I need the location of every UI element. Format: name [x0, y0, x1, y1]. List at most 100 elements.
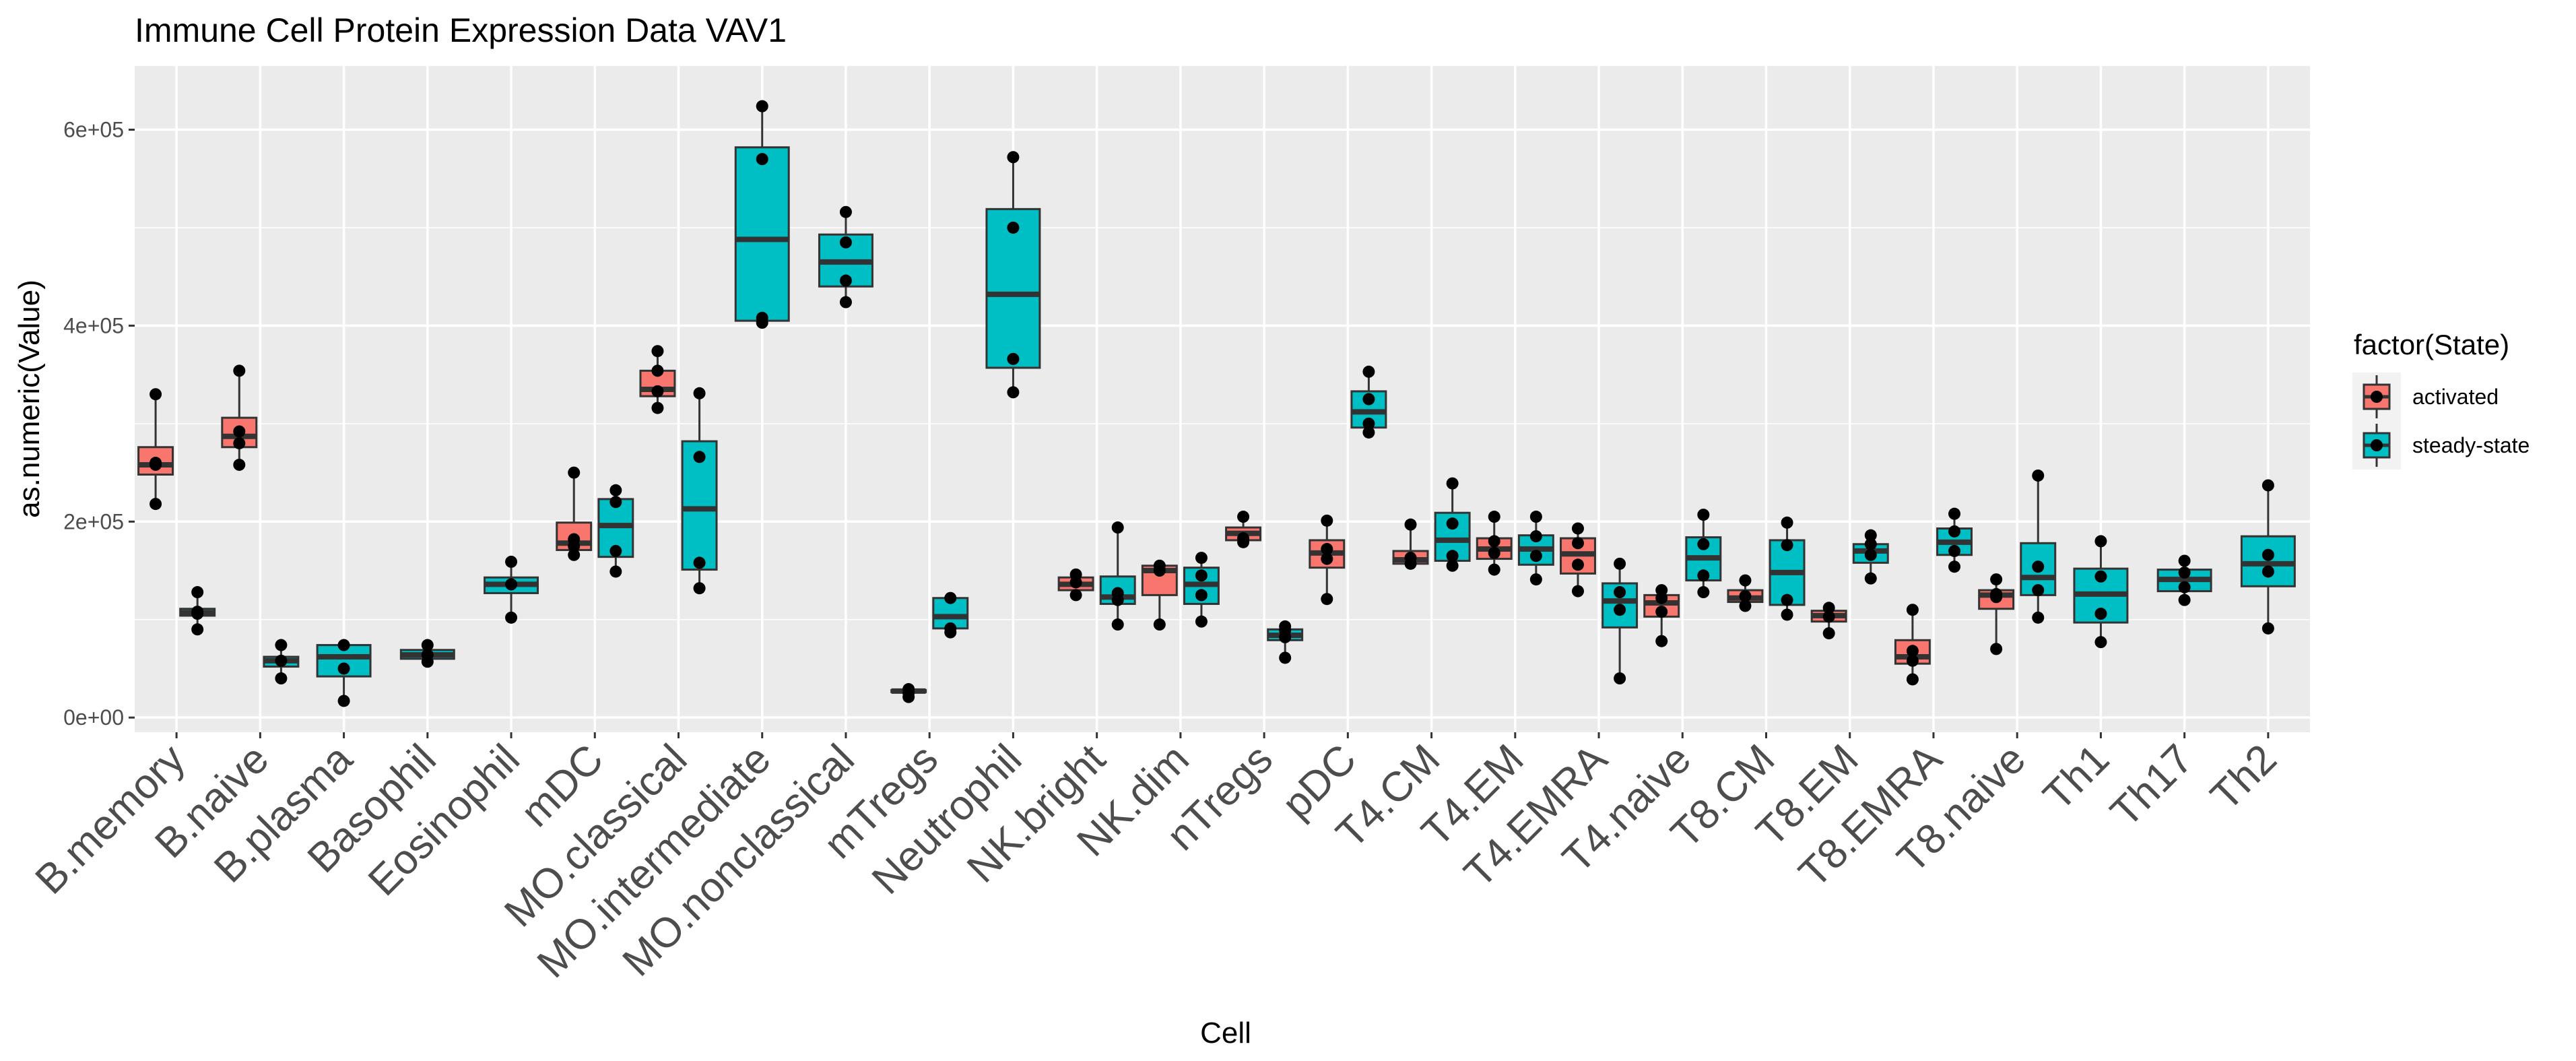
data-point: [1864, 538, 1877, 550]
data-point: [1739, 600, 1752, 612]
data-point: [1739, 574, 1752, 587]
data-point: [756, 311, 768, 324]
boxplot-pDC-steady-state: [1350, 365, 1387, 439]
data-point: [1321, 514, 1333, 527]
y-tick-label: 6e+05: [63, 118, 124, 142]
data-point: [609, 544, 622, 557]
data-point: [2178, 581, 2191, 593]
data-point: [2261, 622, 2274, 635]
y-axis-title: as.numeric(Value): [13, 280, 46, 518]
data-point: [1614, 672, 1626, 685]
data-point: [2032, 560, 2045, 573]
data-point: [2094, 636, 2107, 649]
data-point: [1864, 572, 1877, 585]
data-point: [1446, 477, 1459, 490]
boxplot-T8.EMRA-steady-state: [1936, 507, 1973, 573]
data-point: [839, 205, 852, 218]
x-tick-label: Th2: [2202, 736, 2285, 819]
data-point: [1655, 606, 1668, 618]
boxplot-B.plasma-steady-state: [316, 639, 372, 707]
data-point: [1111, 587, 1124, 600]
data-point: [1906, 673, 1919, 686]
data-point: [1362, 365, 1375, 378]
data-point: [337, 695, 350, 707]
box: [985, 207, 1041, 369]
data-point: [1237, 511, 1250, 523]
data-point: [1153, 618, 1166, 631]
data-point: [609, 484, 622, 496]
boxplot-pDC-activated: [1309, 514, 1346, 606]
data-point: [191, 586, 204, 599]
boxplot-NK.dim-activated: [1141, 559, 1178, 631]
data-point: [651, 385, 664, 397]
data-point: [191, 623, 204, 636]
data-point: [1906, 604, 1919, 616]
data-point: [505, 578, 518, 591]
boxplot-Neutrophil-steady-state: [985, 151, 1041, 399]
data-point: [1822, 627, 1835, 640]
data-point: [1488, 511, 1500, 523]
data-point: [1906, 645, 1919, 657]
legend-key-steady-state: [2352, 421, 2401, 470]
data-point: [1321, 593, 1333, 606]
data-point: [1279, 651, 1292, 664]
data-point: [1529, 550, 1542, 562]
y-axis: 0e+00 2e+05 4e+05 6e+05: [63, 118, 135, 730]
boxplot-NK.dim-steady-state: [1183, 552, 1220, 628]
data-point: [1614, 586, 1626, 599]
boxplot-nTregs-steady-state: [1267, 620, 1304, 664]
data-point: [1529, 573, 1542, 586]
y-tick-label: 0e+00: [63, 705, 124, 730]
boxplot-T4.CM-activated: [1392, 518, 1429, 570]
data-point: [1948, 560, 1961, 573]
data-point: [1781, 593, 1793, 606]
boxplot-Th2-steady-state: [2240, 479, 2296, 635]
data-point: [568, 548, 581, 561]
data-point: [1864, 548, 1877, 561]
boxplot-B.memory-steady-state: [179, 586, 216, 636]
boxplot-T4.CM-steady-state: [1434, 477, 1471, 572]
legend-label: steady-state: [2412, 433, 2530, 457]
data-point: [191, 606, 204, 618]
data-point: [1571, 537, 1584, 550]
data-point: [2032, 469, 2045, 482]
data-point: [1111, 618, 1124, 631]
panel-background: [135, 66, 2310, 732]
legend-key-point: [2371, 439, 2383, 451]
legend: factor(State) activated steady-state: [2352, 329, 2530, 470]
data-point: [1321, 552, 1333, 565]
data-point: [1990, 643, 2003, 655]
boxplot-T8.naive-activated: [1978, 573, 2015, 655]
data-point: [2094, 570, 2107, 583]
legend-key-point: [2371, 391, 2383, 403]
data-point: [1362, 417, 1375, 430]
data-point: [275, 672, 288, 685]
data-point: [275, 654, 288, 667]
boxplot-mDC-steady-state: [597, 484, 634, 578]
data-point: [1195, 552, 1208, 565]
x-axis: B.memoryB.naiveB.plasmaBasophilEosinophi…: [26, 732, 2286, 987]
boxplot-T4.EMRA-activated: [1560, 522, 1596, 598]
data-point: [505, 555, 518, 568]
data-point: [1153, 559, 1166, 572]
data-point: [1321, 543, 1333, 556]
data-point: [1822, 610, 1835, 623]
boxplot-Basophil-steady-state: [399, 639, 455, 668]
data-point: [233, 425, 246, 438]
legend-title: factor(State): [2354, 329, 2509, 360]
data-point: [1111, 521, 1124, 534]
boxplot-T8.EMRA-activated: [1894, 604, 1931, 686]
data-point: [505, 611, 518, 624]
data-point: [150, 388, 162, 401]
data-point: [2178, 554, 2191, 567]
data-point: [1195, 569, 1208, 582]
data-point: [2094, 608, 2107, 620]
data-point: [275, 639, 288, 651]
boxplot-Eosinophil-steady-state: [484, 555, 539, 624]
data-point: [1362, 393, 1375, 406]
data-point: [756, 153, 768, 166]
data-point: [1739, 589, 1752, 602]
boxplot-T4.EM-activated: [1476, 511, 1513, 576]
data-point: [1529, 530, 1542, 543]
chart-title: Immune Cell Protein Expression Data VAV1: [135, 11, 787, 49]
